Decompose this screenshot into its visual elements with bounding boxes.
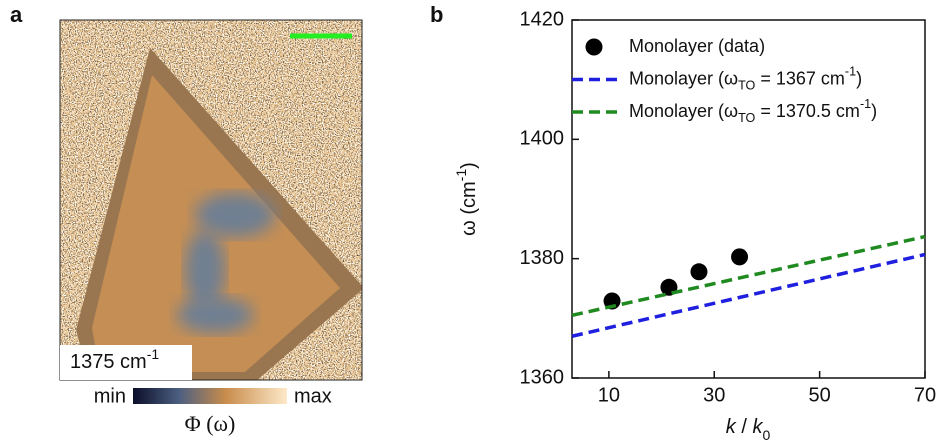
superscript: -1 — [453, 169, 469, 182]
superscript: -1 — [845, 65, 856, 79]
annotation-box — [60, 345, 192, 380]
legend-entry: Monolayer (data) — [629, 36, 765, 56]
y-tick-label: 1400 — [520, 128, 565, 150]
image — [60, 20, 362, 380]
colorbar — [133, 388, 287, 404]
y-tick-label: 1420 — [520, 8, 565, 30]
y-axis-label: ω (cm-1) — [453, 162, 481, 236]
image-frame — [59, 19, 363, 381]
y-tick-label: 1380 — [520, 247, 565, 269]
superscript: -1 — [860, 97, 871, 111]
annotation: 1375 cm-1 — [70, 346, 159, 374]
italic: k — [726, 416, 737, 438]
legend-marker — [585, 38, 603, 56]
panel-label: b — [430, 2, 443, 27]
text-part: ) — [856, 68, 862, 88]
subscript: TO — [738, 111, 755, 125]
subscript: TO — [738, 79, 755, 93]
panel-label: a — [10, 2, 23, 27]
text-part: Monolayer (ω — [629, 68, 738, 88]
x-tick-label: 10 — [598, 384, 620, 406]
superscript: -1 — [147, 346, 160, 362]
x-tick-label: 30 — [703, 384, 725, 406]
x-axis-label: k / k0 — [726, 416, 771, 442]
plot-frame — [571, 19, 926, 379]
legend-entry: Monolayer (ωTO = 1367 cm-1) — [629, 65, 862, 93]
data-point — [690, 263, 708, 281]
subscript: 0 — [762, 427, 770, 442]
fit-line — [571, 252, 926, 338]
x-tick-label: 70 — [914, 384, 936, 406]
legend-entry: Monolayer (ωTO = 1370.5 cm-1) — [629, 97, 877, 125]
text-part: ω (cm — [458, 181, 480, 236]
colorbar-label: Φ (ω) — [185, 411, 236, 436]
data-point — [603, 292, 621, 310]
italic: k — [752, 416, 763, 438]
text-part: Monolayer (data) — [629, 36, 765, 56]
x-tick-label: 50 — [809, 384, 831, 406]
fit-line — [571, 234, 926, 318]
text-part: ) — [871, 101, 877, 121]
text-part: 1375 cm — [70, 351, 147, 373]
colorbar-min: min — [94, 385, 126, 407]
text-part: ) — [458, 162, 480, 169]
text-part: = 1367 cm — [755, 68, 845, 88]
y-tick-label: 1360 — [520, 366, 565, 388]
text-part: Monolayer (ω — [629, 101, 738, 121]
text-part: = 1370.5 cm — [755, 101, 860, 121]
data-point — [731, 248, 749, 266]
text-part: / — [736, 416, 753, 438]
colorbar-max: max — [294, 385, 332, 407]
